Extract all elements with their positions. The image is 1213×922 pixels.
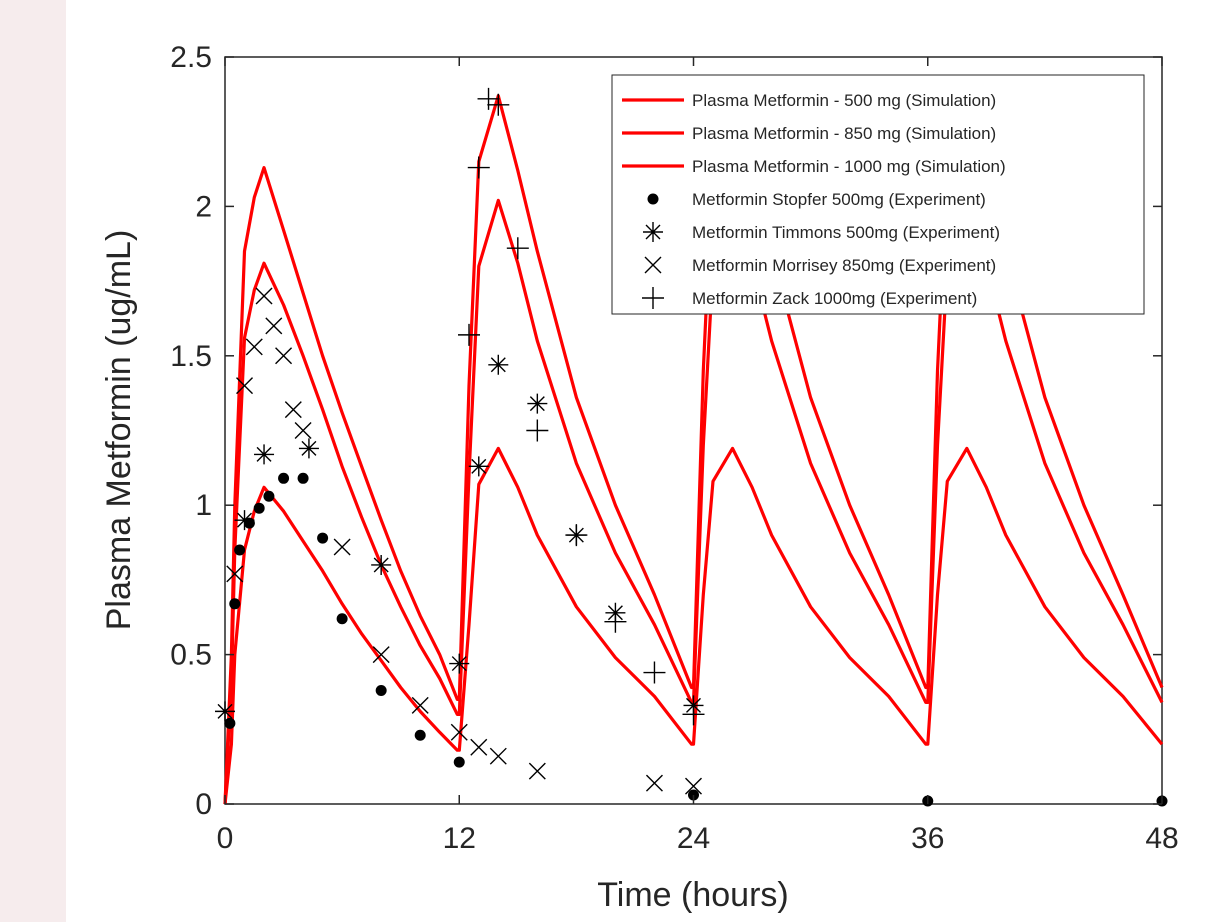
data-point-x (645, 774, 663, 792)
data-point-asterisk (234, 510, 255, 531)
data-point-plus (604, 610, 627, 633)
data-point-x (236, 377, 254, 395)
legend-label: Plasma Metformin - 1000 mg (Simulation) (692, 157, 1006, 176)
legend-marker-swatch (642, 287, 664, 309)
data-point-asterisk (527, 393, 548, 414)
legend-label: Metformin Timmons 500mg (Experiment) (692, 223, 1000, 242)
legend-label: Metformin Morrisey 850mg (Experiment) (692, 256, 996, 275)
data-point-dot (278, 472, 290, 484)
simulation-line-2 (223, 198, 1164, 805)
y-tick-label: 2.5 (170, 41, 212, 74)
legend-label: Metformin Zack 1000mg (Experiment) (692, 289, 977, 308)
data-point-dot (336, 613, 348, 625)
data-point-asterisk (298, 438, 319, 459)
data-point-x (450, 723, 468, 741)
data-point-dot (375, 684, 387, 696)
x-tick-label: 0 (217, 822, 234, 855)
axis-ticks: 0 12 24 36 48 0 0.5 1 1.5 2 2.5 (170, 41, 1178, 855)
data-point-plus (487, 93, 510, 116)
data-point-dot (234, 544, 246, 556)
data-point-x (265, 317, 283, 335)
data-point-x (411, 696, 429, 714)
simulation-line-1 (223, 446, 1164, 805)
data-point-plus (643, 661, 666, 684)
legend-box (611, 74, 1145, 315)
x-tick-label: 48 (1145, 822, 1178, 855)
y-axis-title: Plasma Metformin (ug/mL) (100, 230, 138, 631)
legend-marker-swatch (647, 193, 659, 205)
data-point-plus (506, 237, 529, 260)
data-point-asterisk (468, 456, 489, 477)
data-point-x (284, 401, 302, 419)
data-point-x (685, 777, 702, 795)
y-tick-label: 2 (195, 190, 212, 223)
y-tick-label: 0 (195, 788, 212, 821)
data-point-dot (263, 490, 275, 502)
x-tick-label: 12 (443, 822, 476, 855)
legend-label: Metformin Stopfer 500mg (Experiment) (692, 190, 986, 209)
data-point-x (470, 738, 488, 756)
experiment-markers (215, 87, 1168, 807)
x-tick-label: 36 (911, 822, 944, 855)
y-tick-label: 1.5 (170, 340, 212, 373)
data-point-asterisk (488, 354, 509, 375)
data-point-dot (297, 472, 309, 484)
legend-label: Plasma Metformin - 850 mg (Simulation) (692, 124, 996, 143)
y-tick-label: 0.5 (170, 639, 212, 672)
data-point-asterisk (215, 701, 235, 722)
data-point-x (528, 762, 546, 780)
data-point-x (372, 646, 390, 664)
data-point-plus (477, 87, 500, 110)
data-point-dot (317, 532, 329, 544)
y-tick-label: 1 (195, 489, 212, 522)
data-point-x (275, 347, 293, 365)
legend-marker-swatch (643, 222, 663, 242)
data-point-asterisk (254, 444, 275, 465)
data-point-x (294, 422, 312, 439)
data-point-dot (414, 729, 426, 741)
left-background-band (0, 0, 66, 922)
data-point-dot (229, 598, 241, 610)
data-point-x (226, 565, 244, 583)
data-point-x (489, 747, 507, 765)
data-point-plus (565, 524, 588, 547)
data-point-plus (458, 323, 481, 346)
data-point-dot (453, 756, 465, 768)
data-point-asterisk (449, 653, 470, 674)
legend-label: Plasma Metformin - 500 mg (Simulation) (692, 91, 996, 110)
data-point-plus (526, 419, 549, 442)
data-point-dot (253, 502, 265, 514)
data-point-x (333, 538, 351, 556)
data-point-dot (224, 717, 236, 729)
legend: Plasma Metformin - 500 mg (Simulation) Pl… (611, 74, 1145, 315)
x-tick-label: 24 (677, 822, 710, 855)
x-axis-title: Time (hours) (597, 876, 788, 914)
data-point-x (245, 338, 263, 356)
data-point-plus (682, 703, 705, 726)
data-point-plus (467, 156, 490, 179)
data-point-asterisk (371, 554, 392, 575)
data-point-x (255, 287, 273, 305)
legend-marker-swatch (644, 256, 662, 274)
